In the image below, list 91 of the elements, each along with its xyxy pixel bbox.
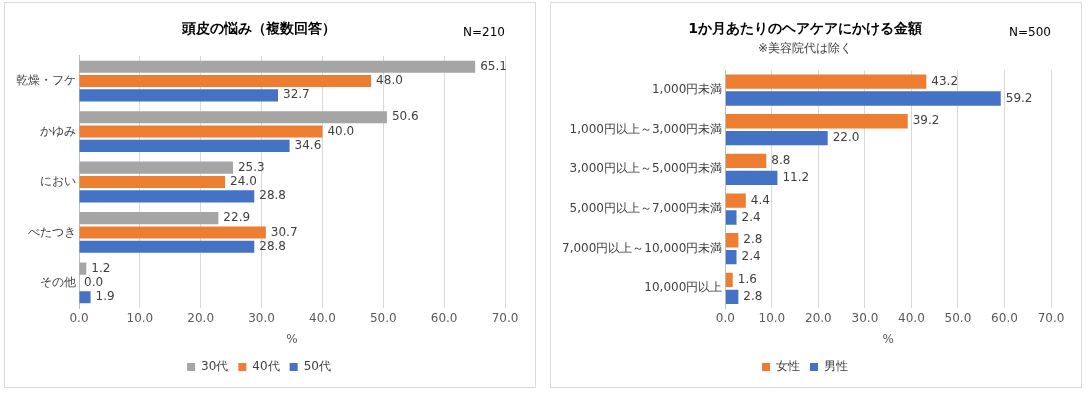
bar <box>725 272 733 288</box>
data-label: 2.8 <box>743 232 763 247</box>
bar <box>79 226 266 239</box>
text: N=500 <box>1009 25 1051 40</box>
bar <box>79 89 278 102</box>
bar <box>725 289 739 304</box>
data-label: 4.4 <box>750 192 770 207</box>
x-tick-label: 50.0 <box>369 310 397 325</box>
bar <box>725 233 739 248</box>
bar <box>79 125 323 138</box>
bar <box>79 240 255 253</box>
y-tick-label: 7,000円以上～10,000円未満 <box>562 240 723 255</box>
data-label: 59.2 <box>1005 90 1033 105</box>
bar <box>725 249 737 265</box>
data-label: 25.3 <box>237 159 265 174</box>
chart-title: 1か月あたりのヘアケアにかける金額 <box>688 20 922 37</box>
data-label: 2.4 <box>741 209 761 224</box>
y-tick-label: 1,000円以上～3,000円未満 <box>569 121 723 136</box>
data-label: 50.6 <box>391 109 419 124</box>
legend-label: 30代 <box>201 359 229 374</box>
x-tick-label: 10.0 <box>758 310 786 325</box>
data-label: 1.9 <box>95 289 115 304</box>
bar <box>725 74 927 89</box>
legend-label: 男性 <box>824 359 848 374</box>
data-label: 2.4 <box>741 249 761 264</box>
data-label: 1.6 <box>737 272 757 287</box>
y-tick-label: 1,000円未満 <box>651 82 723 97</box>
x-tick-label: 70.0 <box>1037 310 1065 325</box>
y-tick-label: その他 <box>40 275 76 290</box>
bar <box>725 210 737 225</box>
data-label: 39.2 <box>912 113 940 128</box>
data-label: 48.0 <box>376 73 403 88</box>
bar <box>79 111 387 124</box>
data-label: 22.0 <box>832 130 860 145</box>
bar <box>79 291 91 304</box>
data-label: 8.8 <box>771 153 791 168</box>
data-label: 28.8 <box>259 238 286 253</box>
x-axis-title: % <box>286 331 298 346</box>
x-tick-label: 0.0 <box>715 310 735 325</box>
bar <box>79 139 290 152</box>
data-label: 40.0 <box>327 123 355 138</box>
data-label: 1.2 <box>91 260 111 275</box>
data-label: 65.1 <box>480 58 507 73</box>
x-tick-label: 10.0 <box>126 310 154 325</box>
y-tick-label: におい <box>40 174 76 189</box>
x-tick-label: 70.0 <box>491 310 519 325</box>
y-tick-label: 5,000円以上～7,000円未満 <box>569 201 723 216</box>
x-axis-title: % <box>882 331 894 346</box>
bar <box>725 170 778 185</box>
chart-subtitle: ※美容院代は除く <box>757 41 853 56</box>
y-tick-label: 乾燥・フケ <box>16 73 76 88</box>
bar <box>725 91 1001 106</box>
text: N=210 <box>463 25 505 40</box>
bar <box>79 74 372 88</box>
y-tick-label: 3,000円以上～5,000円未満 <box>569 161 723 176</box>
x-tick-label: 0.0 <box>69 310 89 325</box>
x-tick-label: 60.0 <box>430 310 458 325</box>
legend-label: 50代 <box>303 359 331 374</box>
data-label: 32.7 <box>283 87 310 102</box>
bar <box>725 130 828 146</box>
data-label: 28.8 <box>259 188 286 203</box>
data-label: 0.0 <box>84 275 104 290</box>
data-label: 24.0 <box>230 174 257 189</box>
data-label: 34.6 <box>294 137 322 152</box>
bar <box>79 161 233 174</box>
bar <box>79 190 255 203</box>
x-tick-label: 20.0 <box>187 310 215 325</box>
data-label: 11.2 <box>782 169 810 184</box>
bar <box>79 60 476 73</box>
x-tick-label: 40.0 <box>309 310 336 325</box>
x-tick-label: 40.0 <box>898 310 925 325</box>
chart-title: 頭皮の悩み（複数回答） <box>181 20 336 37</box>
x-tick-label: 30.0 <box>248 310 275 325</box>
x-tick-label: 60.0 <box>991 310 1018 325</box>
bar <box>725 193 746 208</box>
y-tick-label: かゆみ <box>40 123 76 138</box>
bar <box>725 114 908 129</box>
legend-label: 40代 <box>252 359 280 374</box>
y-tick-label: 10,000円以上 <box>644 280 723 295</box>
bar <box>79 212 219 225</box>
x-tick-label: 30.0 <box>851 310 879 325</box>
data-label: 2.8 <box>743 288 763 303</box>
y-tick-label: べたつき <box>28 224 76 239</box>
data-label: 43.2 <box>931 73 959 88</box>
bar <box>79 175 226 189</box>
x-tick-label: 20.0 <box>805 310 832 325</box>
data-label: 22.9 <box>223 210 251 225</box>
legend-label: 女性 <box>776 359 800 374</box>
data-label: 30.7 <box>270 224 298 239</box>
x-tick-label: 50.0 <box>944 310 972 325</box>
bar <box>725 153 767 169</box>
